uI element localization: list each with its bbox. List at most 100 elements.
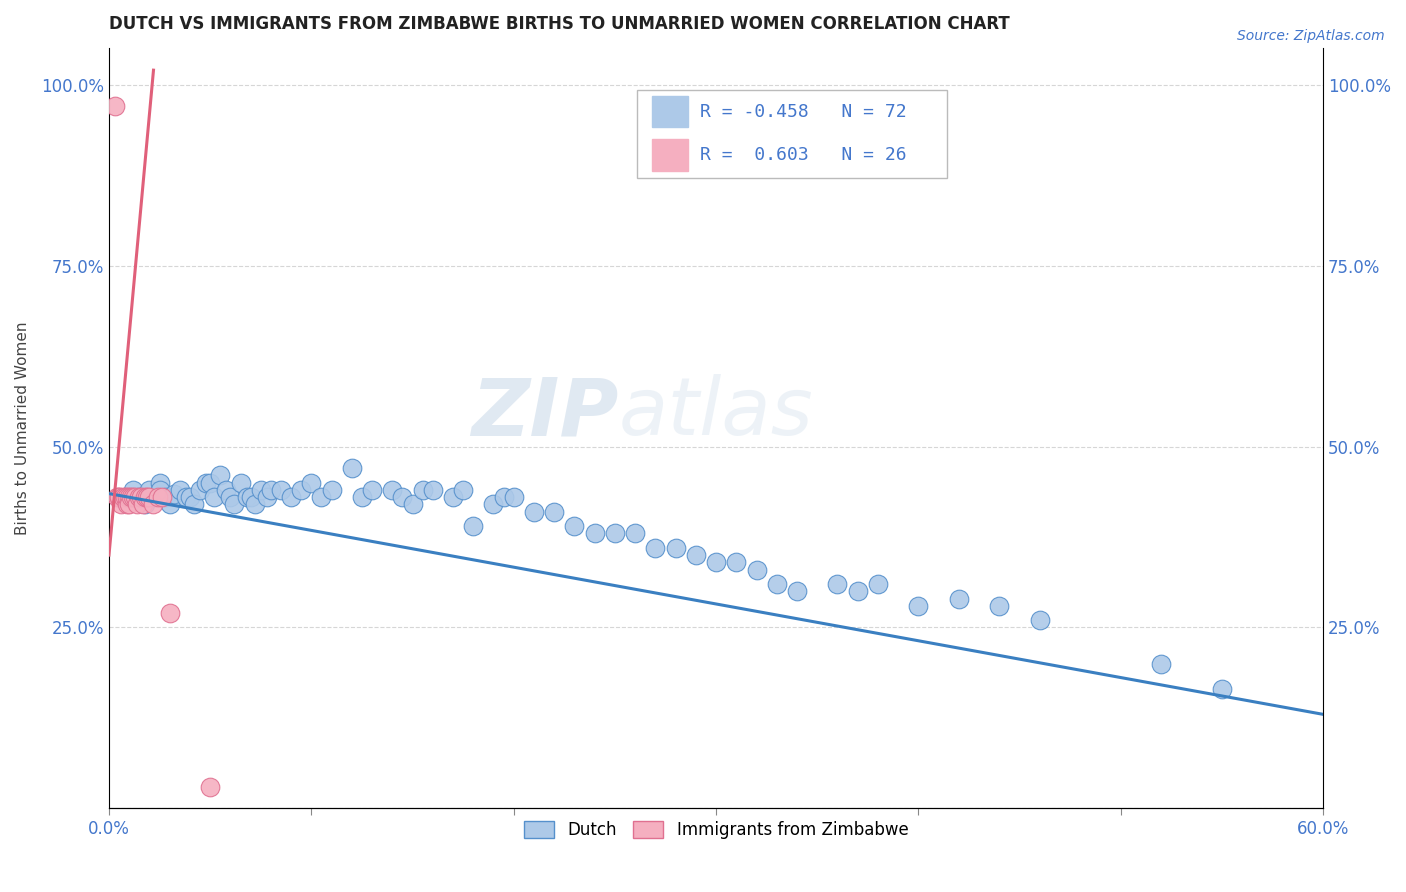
Point xyxy=(391,490,413,504)
Point xyxy=(401,498,423,512)
Point xyxy=(122,490,145,504)
Point xyxy=(260,483,283,497)
Point xyxy=(243,498,266,512)
Point xyxy=(198,780,221,794)
Point xyxy=(215,483,238,497)
Point xyxy=(148,483,170,497)
Point xyxy=(138,483,160,497)
Point xyxy=(1029,613,1052,627)
Point xyxy=(229,475,252,490)
Point xyxy=(209,468,232,483)
Point xyxy=(224,498,246,512)
Point xyxy=(195,475,218,490)
Point xyxy=(603,526,626,541)
Point xyxy=(179,490,201,504)
Point xyxy=(907,599,929,613)
Point xyxy=(463,519,485,533)
Point xyxy=(583,526,606,541)
Bar xyxy=(652,95,688,128)
Point xyxy=(128,490,150,504)
Point xyxy=(115,498,138,512)
Point xyxy=(704,555,727,569)
Point xyxy=(361,483,384,497)
Text: R = -0.458   N = 72: R = -0.458 N = 72 xyxy=(700,103,907,120)
Point xyxy=(235,490,257,504)
Point xyxy=(543,505,565,519)
Text: R =  0.603   N = 26: R = 0.603 N = 26 xyxy=(700,146,907,164)
Point xyxy=(138,490,160,504)
Point xyxy=(169,483,191,497)
Point xyxy=(159,606,181,620)
Point xyxy=(685,548,707,562)
Point xyxy=(644,541,666,555)
Point xyxy=(128,490,150,504)
Point xyxy=(122,483,145,497)
Point xyxy=(127,498,149,512)
Point xyxy=(136,490,159,504)
Point xyxy=(280,490,302,504)
Point xyxy=(311,490,333,504)
Point xyxy=(492,490,515,504)
Y-axis label: Births to Unmarried Women: Births to Unmarried Women xyxy=(15,322,30,535)
Point xyxy=(827,577,849,591)
Point xyxy=(112,490,135,504)
Point xyxy=(745,563,768,577)
Point xyxy=(188,483,211,497)
Point xyxy=(118,498,141,512)
Point xyxy=(1150,657,1173,671)
Point xyxy=(202,490,225,504)
Text: Source: ZipAtlas.com: Source: ZipAtlas.com xyxy=(1237,29,1385,43)
Point xyxy=(148,475,170,490)
Text: ZIP: ZIP xyxy=(471,375,619,452)
Point xyxy=(114,490,136,504)
Point xyxy=(866,577,889,591)
Point xyxy=(1211,681,1233,696)
Point xyxy=(183,498,205,512)
Point xyxy=(665,541,688,555)
Point xyxy=(124,490,146,504)
Point xyxy=(142,490,165,504)
Point xyxy=(174,490,197,504)
Point xyxy=(134,498,156,512)
Point xyxy=(624,526,647,541)
Point xyxy=(132,498,155,512)
Point xyxy=(239,490,262,504)
Point xyxy=(108,490,131,504)
Point xyxy=(948,591,970,606)
Point xyxy=(786,584,808,599)
Text: DUTCH VS IMMIGRANTS FROM ZIMBABWE BIRTHS TO UNMARRIED WOMEN CORRELATION CHART: DUTCH VS IMMIGRANTS FROM ZIMBABWE BIRTHS… xyxy=(110,15,1010,33)
Point xyxy=(163,486,186,500)
Point xyxy=(451,483,474,497)
Point xyxy=(159,498,181,512)
Point xyxy=(564,519,586,533)
Point xyxy=(846,584,869,599)
Bar xyxy=(652,139,688,170)
Point xyxy=(441,490,464,504)
Point xyxy=(988,599,1011,613)
Point xyxy=(249,483,271,497)
Point xyxy=(256,490,278,504)
Point xyxy=(104,99,127,113)
Point xyxy=(412,483,434,497)
Point xyxy=(765,577,787,591)
Point xyxy=(270,483,292,497)
Point xyxy=(150,490,173,504)
Point xyxy=(155,490,177,504)
Point xyxy=(299,475,322,490)
Point xyxy=(725,555,748,569)
Point xyxy=(131,490,153,504)
Point xyxy=(290,483,312,497)
Point xyxy=(422,483,444,497)
Point xyxy=(198,475,221,490)
Point xyxy=(115,490,138,504)
Point xyxy=(523,505,546,519)
Text: atlas: atlas xyxy=(619,375,814,452)
Point xyxy=(134,490,156,504)
Point xyxy=(350,490,373,504)
Point xyxy=(120,490,142,504)
Point xyxy=(381,483,404,497)
Point xyxy=(142,498,165,512)
Point xyxy=(219,490,242,504)
Point xyxy=(118,490,141,504)
Point xyxy=(105,490,128,504)
